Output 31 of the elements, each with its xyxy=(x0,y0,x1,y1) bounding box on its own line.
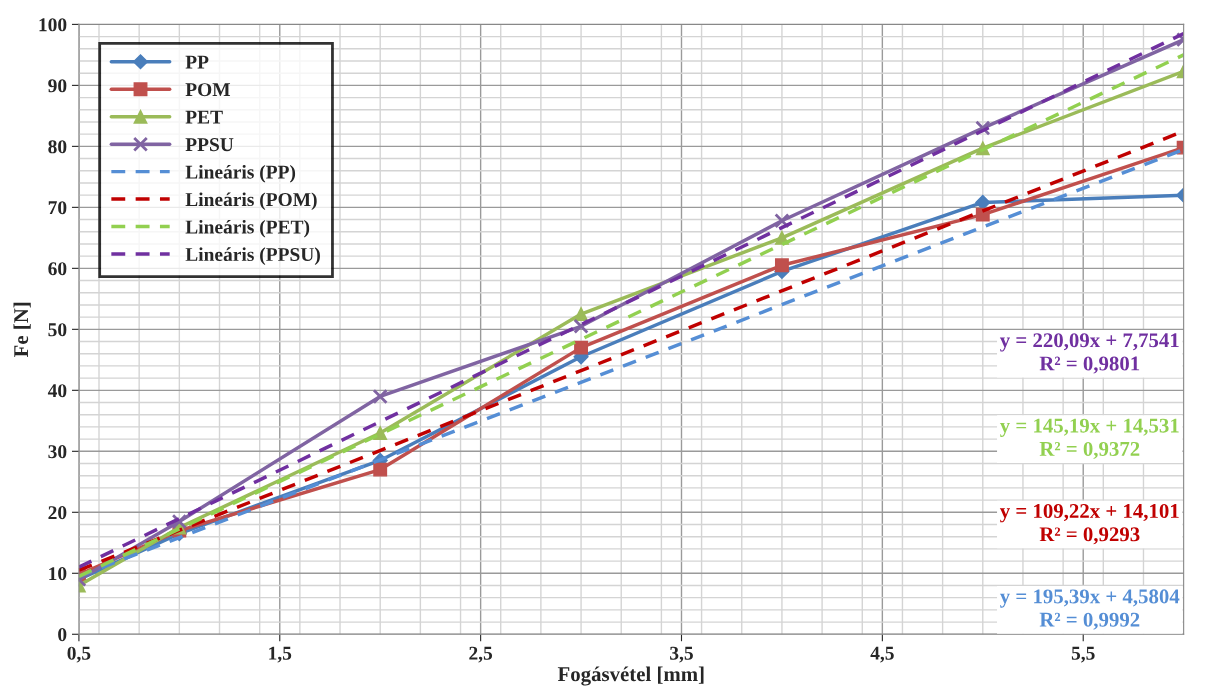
x-tick-label: 4,5 xyxy=(870,646,894,663)
legend-label: Lineáris (PP) xyxy=(185,164,296,183)
x-tick-label: 0,5 xyxy=(67,646,91,663)
legend-label: PP xyxy=(185,55,209,69)
y-tick-label: 20 xyxy=(48,506,67,520)
y-tick-label: 10 xyxy=(49,567,67,581)
x-tick-label: 3,5 xyxy=(670,646,693,663)
legend-label: PET xyxy=(185,110,223,124)
y-tick-label: 70 xyxy=(48,201,67,215)
y-tick-label: 90 xyxy=(48,79,67,93)
x-tick-label: 5,5 xyxy=(1071,646,1095,663)
annotation: y = 195,39x + 4,5804 R² = 0,9992 xyxy=(999,589,1180,630)
y-tick-label: 0 xyxy=(58,628,67,642)
y-tick-label: 50 xyxy=(48,323,67,337)
annotation: y = 145,19x + 14,531 R² = 0,9372 xyxy=(999,418,1179,459)
y-tick-label: 40 xyxy=(47,384,67,398)
legend-label: POM xyxy=(185,83,231,97)
x-axis-title: Fogásvétel [mm] xyxy=(557,666,704,686)
y-tick-label: 30 xyxy=(48,445,67,459)
annotation: y = 220,09x + 7,7541 R² = 0,9801 xyxy=(999,333,1179,374)
y-axis-title: Fe [N] xyxy=(13,302,31,358)
legend-label: Lineáris (PPSU) xyxy=(185,247,320,265)
y-tick-label: 60 xyxy=(48,262,67,276)
y-tick-label: 80 xyxy=(48,140,67,154)
legend-label: Lineáris (PET) xyxy=(185,219,310,238)
x-tick-label: 1,5 xyxy=(269,646,292,663)
legend-label: Lineáris (POM) xyxy=(185,192,317,211)
x-tick-label: 2,5 xyxy=(469,646,493,663)
legend-label: PPSU xyxy=(185,138,234,152)
y-tick-label: 100 xyxy=(39,18,67,32)
annotation: y = 109,22x + 14,101 R² = 0,9293 xyxy=(999,503,1179,545)
